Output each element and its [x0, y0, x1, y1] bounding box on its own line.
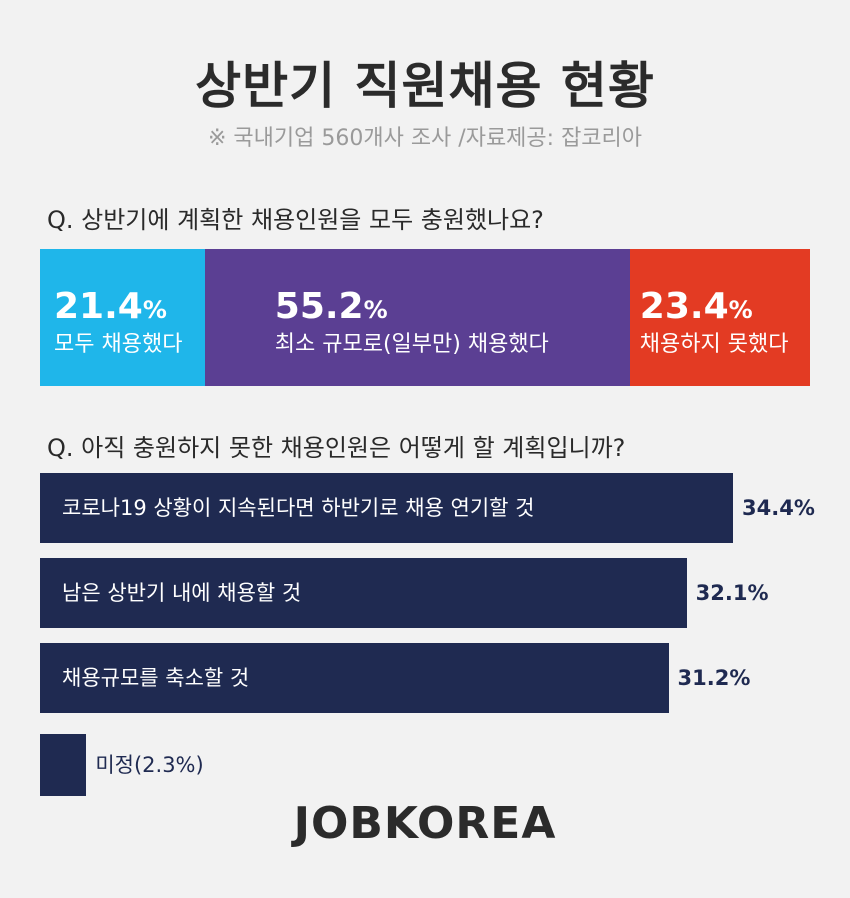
chart-title: 상반기 직원채용 현황 — [195, 57, 655, 115]
stack-segment-label: 채용하지 못했다 — [639, 332, 789, 357]
chart-subtitle: ※ 국내기업 560개사 조사 /자료제공: 잡코리아 — [207, 126, 643, 151]
question-2: Q. 아직 충원하지 못한 채용인원은 어떻게 할 계획입니까? — [47, 434, 626, 462]
hbar-label: 남은 상반기 내에 채용할 것 — [62, 581, 302, 605]
hbar — [40, 643, 669, 713]
stack-segment-3: 23.4% 채용하지 못했다 — [629, 249, 810, 386]
hbar-value: 31.2% — [677, 666, 751, 690]
stack-segment-1: 21.4% 모두 채용했다 — [40, 249, 205, 386]
hbar-value: 34.4% — [742, 496, 815, 520]
stack-segment-2: 55.2% 최소 규모로(일부만) 채용했다 — [204, 249, 630, 386]
hbar-value: 미정(2.3%) — [95, 753, 204, 777]
horizontal-bar-chart: 코로나19 상황이 지속된다면 하반기로 채용 연기할 것 34.4% 남은 상반기… — [40, 473, 840, 796]
stack-segment-value: 55.2% — [274, 286, 388, 327]
jobkorea-logo: JOBKOREA — [293, 798, 557, 849]
hbar — [40, 734, 87, 796]
stack-segment-label: 최소 규모로(일부만) 채용했다 — [274, 332, 549, 357]
stack-segment-value: 21.4% — [54, 286, 167, 327]
hbar-label: 코로나19 상황이 지속된다면 하반기로 채용 연기할 것 — [62, 496, 535, 520]
hbar-label: 채용규모를 축소할 것 — [62, 666, 250, 690]
hbar — [40, 558, 687, 628]
question-1: Q. 상반기에 계획한 채용인원을 모두 충원했나요? — [47, 206, 544, 234]
stack-segment-label: 모두 채용했다 — [54, 332, 183, 357]
stacked-bar-chart: 21.4% 모두 채용했다 55.2% 최소 규모로(일부만) 채용했다 23.4% 채용… — [40, 249, 810, 386]
hbar-value: 32.1% — [695, 581, 769, 605]
stack-segment-value: 23.4% — [639, 286, 753, 327]
hbar — [40, 473, 733, 543]
